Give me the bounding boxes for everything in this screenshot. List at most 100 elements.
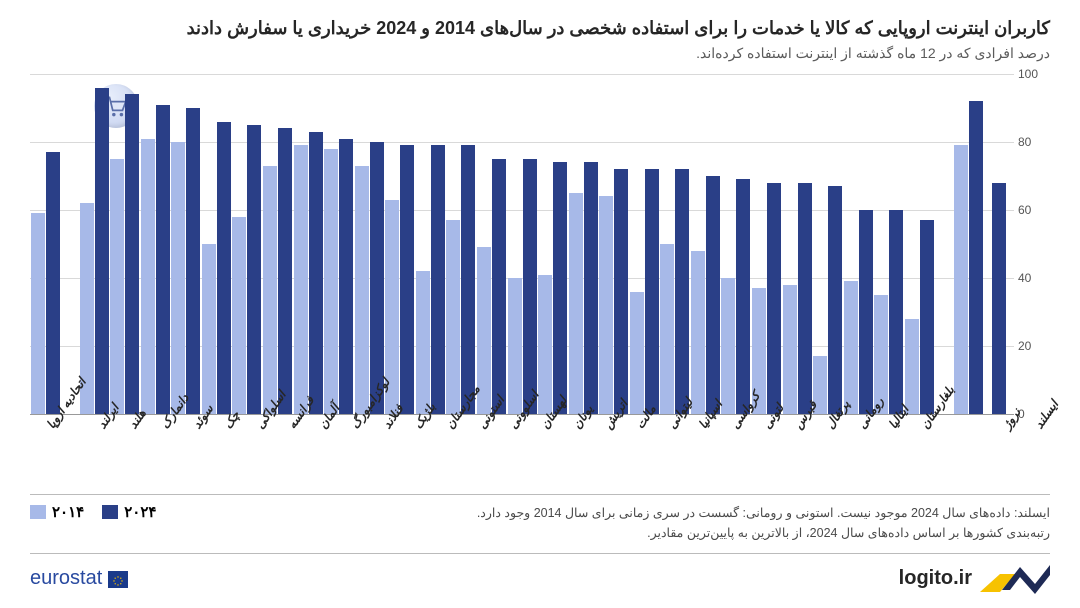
footnote-1: ایسلند: داده‌های سال 2024 موجود نیست. اس… [186,503,1050,523]
logito-logo: logito.ir [899,562,1050,594]
bar-2024 [339,139,353,414]
legend-label-2024: ۲۰۲۴ [124,503,156,521]
chart-footer: ۲۰۱۴ ۲۰۲۴ ایسلند: داده‌های سال 2024 موجو… [0,494,1080,608]
bar-group [953,74,984,414]
bar-2024 [247,125,261,414]
bar-2024 [706,176,720,414]
bar-group [323,74,354,414]
bar-2014 [844,281,858,414]
bar-2014 [905,319,919,414]
bar-2014 [202,244,216,414]
bar-group [690,74,721,414]
bar-group [109,74,140,414]
bar-2014 [141,139,155,414]
bar-2024 [46,152,60,414]
bar-2024 [798,183,812,414]
bar-2014 [416,271,430,414]
bar-group [984,74,1015,414]
bar-2014 [324,149,338,414]
bar-2014 [538,275,552,414]
bar-group [721,74,752,414]
chart-title: کاربران اینترنت اروپایی که کالا یا خدمات… [30,18,1050,39]
bar-2024 [645,169,659,414]
bar-2014 [721,278,735,414]
bar-2024 [767,183,781,414]
bar-2014 [660,244,674,414]
y-tick-label: 40 [1018,271,1046,285]
bar-2024 [675,169,689,414]
bar-group [79,74,110,414]
legend: ۲۰۱۴ ۲۰۲۴ [30,503,156,521]
logito-text: logito.ir [899,567,972,590]
bar-group [232,74,263,414]
y-tick-label: 20 [1018,339,1046,353]
bar-2024 [278,128,292,414]
bar-2014 [508,278,522,414]
bar-2014 [31,213,45,414]
bar-group [354,74,385,414]
bar-2024 [431,145,445,414]
bar-2014 [783,285,797,414]
bar-group [293,74,324,414]
bar-2014 [294,145,308,414]
logito-mark-icon [980,562,1050,594]
bar-2014 [569,193,583,414]
bar-2024 [309,132,323,414]
bar-2014 [691,251,705,414]
legend-swatch-2014 [30,505,46,519]
bar-2024 [553,162,567,414]
footnote-2: رتبه‌بندی کشورها بر اساس داده‌های سال 20… [186,523,1050,543]
bar-2014 [110,159,124,414]
bar-group [446,74,477,414]
bar-group [660,74,691,414]
bar-2014 [954,145,968,414]
bar-2024 [400,145,414,414]
bar-group [30,74,61,414]
bar-group [843,74,874,414]
bar-2014 [355,166,369,414]
bar-2024 [125,94,139,414]
bar-2014 [599,196,613,414]
x-tick-label: ایسلند [1032,398,1061,432]
x-axis-labels: اتحادیه اروپاایرلندهلنددانمارکسوئدچکاسلو… [30,414,1050,484]
y-tick-label: 60 [1018,203,1046,217]
bar-2014 [630,292,644,414]
eu-flag-icon [108,571,128,585]
bar-group [568,74,599,414]
bar-2024 [859,210,873,414]
bar-group [904,74,935,414]
bar-2024 [95,88,109,414]
legend-row: ۲۰۱۴ ۲۰۲۴ ایسلند: داده‌های سال 2024 موجو… [30,494,1050,543]
bar-group [385,74,416,414]
bar-2024 [828,186,842,414]
bar-2024 [584,162,598,414]
bar-group [140,74,171,414]
bar-2024 [614,169,628,414]
eurostat-text: eurostat [30,567,102,590]
bar-2024 [186,108,200,414]
bars-container [30,74,1014,414]
bar-group [171,74,202,414]
eurostat-logo: eurostat [30,567,128,590]
y-tick-label: 80 [1018,135,1046,149]
y-tick-label: 100 [1018,67,1046,81]
bar-group [415,74,446,414]
bar-2014 [446,220,460,414]
chart-subtitle: درصد افرادی که در 12 ماه گذشته از اینترن… [30,45,1050,62]
legend-label-2014: ۲۰۱۴ [52,503,84,521]
bar-group [874,74,905,414]
bar-group [476,74,507,414]
bar-2024 [461,145,475,414]
bar-2024 [492,159,506,414]
bar-group [537,74,568,414]
bar-group [201,74,232,414]
bar-group [629,74,660,414]
chart-header: کاربران اینترنت اروپایی که کالا یا خدمات… [0,0,1080,66]
bar-2014 [232,217,246,414]
bar-2024 [992,183,1006,414]
legend-swatch-2024 [102,505,118,519]
bar-2014 [263,166,277,414]
legend-item-2024: ۲۰۲۴ [102,503,156,521]
bar-2024 [217,122,231,414]
bar-group [598,74,629,414]
